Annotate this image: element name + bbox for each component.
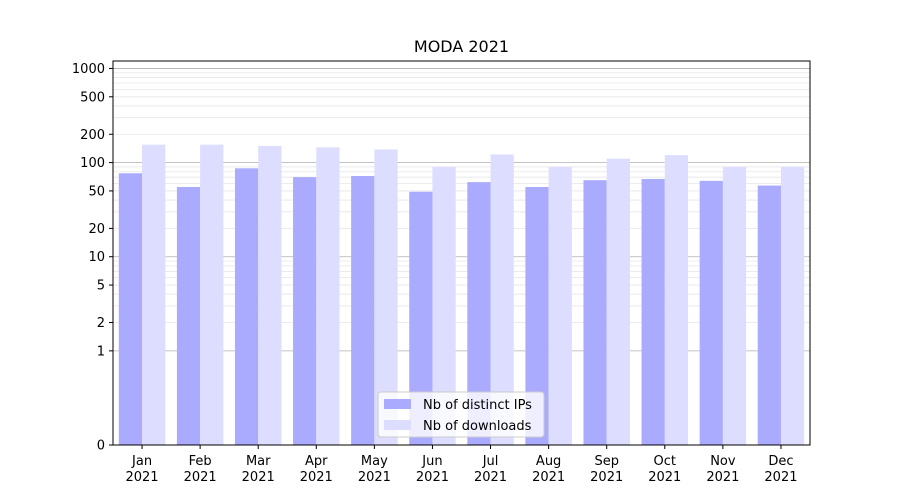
y-tick-label: 50 <box>88 184 105 199</box>
bar <box>583 180 607 445</box>
bar <box>664 155 689 445</box>
bar <box>374 149 398 445</box>
y-tick-label: 500 <box>80 90 105 105</box>
chart-title: MODA 2021 <box>414 37 509 56</box>
legend <box>377 391 545 438</box>
bar <box>118 173 143 445</box>
y-tick-label: 200 <box>80 128 105 143</box>
bar <box>548 166 572 446</box>
y-tick-label: 5 <box>97 279 105 294</box>
y-tick-label: 20 <box>88 222 105 237</box>
legend-swatch <box>384 420 411 430</box>
bar <box>490 154 514 446</box>
x-tick-label: Aug 2021 <box>532 454 565 485</box>
x-tick-label: Nov 2021 <box>706 454 739 485</box>
plot-frame <box>112 60 811 446</box>
bar <box>641 178 665 445</box>
legend-swatch <box>384 399 411 409</box>
y-tick-label: 1000 <box>72 62 105 77</box>
bar <box>258 146 282 445</box>
bar <box>234 168 259 446</box>
x-tick-label: Jul 2021 <box>474 454 507 485</box>
bar <box>351 176 375 445</box>
x-tick-label: May 2021 <box>358 454 391 485</box>
x-tick-label: Jun 2021 <box>416 454 449 485</box>
x-tick-label: Sep 2021 <box>590 454 623 485</box>
bar <box>722 166 747 446</box>
bar <box>200 144 224 445</box>
bar <box>699 180 723 445</box>
y-tick-label: 100 <box>80 156 105 171</box>
bar <box>606 158 630 445</box>
x-tick-label: Mar 2021 <box>242 454 275 485</box>
x-tick-label: Jan 2021 <box>125 454 158 485</box>
bar <box>432 166 456 446</box>
bar <box>409 191 433 445</box>
y-tick-label: 0 <box>97 439 105 454</box>
bar <box>142 144 166 445</box>
y-tick-label: 1 <box>97 344 105 359</box>
x-tick-label: Apr 2021 <box>300 454 333 485</box>
y-tick-label: 2 <box>97 316 105 331</box>
x-tick-label: Dec 2021 <box>764 454 797 485</box>
bar <box>316 147 340 445</box>
bar <box>525 187 549 445</box>
x-tick-label: Oct 2021 <box>648 454 681 485</box>
bar <box>176 187 201 445</box>
x-tick-label: Feb 2021 <box>184 454 217 485</box>
y-tick-label: 10 <box>88 250 105 265</box>
legend-label: Nb of downloads <box>423 419 532 434</box>
bar <box>293 177 317 446</box>
bar <box>780 166 805 446</box>
legend-label: Nb of distinct IPs <box>423 398 532 413</box>
bar <box>467 182 491 445</box>
bar <box>757 185 781 446</box>
